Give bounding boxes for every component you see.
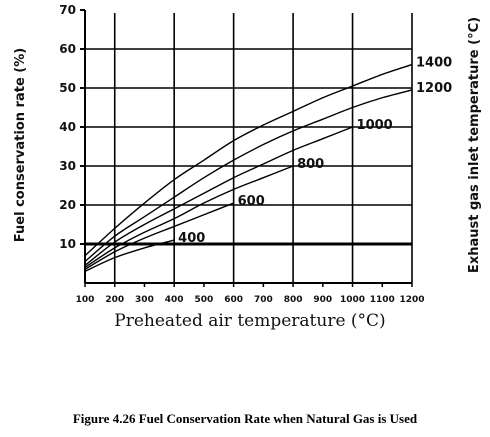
series-line-600 (84, 202, 234, 270)
series-label-1000: 1000 (357, 118, 393, 133)
grid (85, 13, 413, 283)
x-tick-label: 900 (313, 295, 332, 305)
y-axis-title: Fuel conservation rate (%) (13, 48, 28, 242)
series-label-1200: 1200 (416, 81, 452, 96)
y-tick-label: 10 (59, 237, 76, 251)
y-tick-label: 70 (59, 3, 76, 17)
x-tick-label: 1100 (370, 295, 395, 305)
x-tick-label: 700 (254, 295, 273, 305)
series-line-1200 (84, 89, 413, 263)
y-tick-label: 50 (59, 81, 76, 95)
curve-labels: 1400 1200 1000 800 600 400 (178, 56, 452, 247)
x-tick-label: 300 (135, 295, 154, 305)
x-tick-label: 100 (76, 295, 95, 305)
series-layer (84, 63, 413, 272)
x-tick-label: 800 (284, 295, 303, 305)
series-line-400 (84, 239, 175, 272)
y-tick-label: 40 (59, 120, 76, 134)
figure-caption: Figure 4.26 Fuel Conservation Rate when … (72, 411, 418, 426)
axes (84, 10, 412, 284)
series-label-800: 800 (297, 157, 324, 172)
tick-labels: 10 20 30 40 50 60 70 100 200 300 400 500 600 700 800 90… (59, 3, 424, 305)
y-tick-label: 30 (59, 159, 76, 173)
series-label-400: 400 (178, 231, 205, 246)
series-label-600: 600 (238, 194, 265, 209)
x-tick-label: 600 (224, 295, 243, 305)
x-tick-label: 500 (195, 295, 214, 305)
y2-axis-title: Exhaust gas inlet temperature (°C) (467, 17, 482, 273)
x-axis-title: Preheated air temperature (°C) (114, 311, 385, 331)
series-line-1000 (84, 126, 353, 266)
series-line-1400 (84, 63, 413, 257)
y-tick-label: 20 (59, 198, 76, 212)
chart-svg: 10 20 30 40 50 60 70 100 200 300 400 500 600 700 800 90… (13, 3, 482, 331)
x-tick-label: 200 (105, 295, 124, 305)
x-tick-label: 1200 (399, 295, 424, 305)
x-tick-label: 1000 (340, 295, 365, 305)
x-tick-label: 400 (165, 295, 184, 305)
series-line-800 (84, 165, 294, 268)
series-label-1400: 1400 (416, 56, 452, 71)
y-tick-label: 60 (59, 42, 76, 56)
